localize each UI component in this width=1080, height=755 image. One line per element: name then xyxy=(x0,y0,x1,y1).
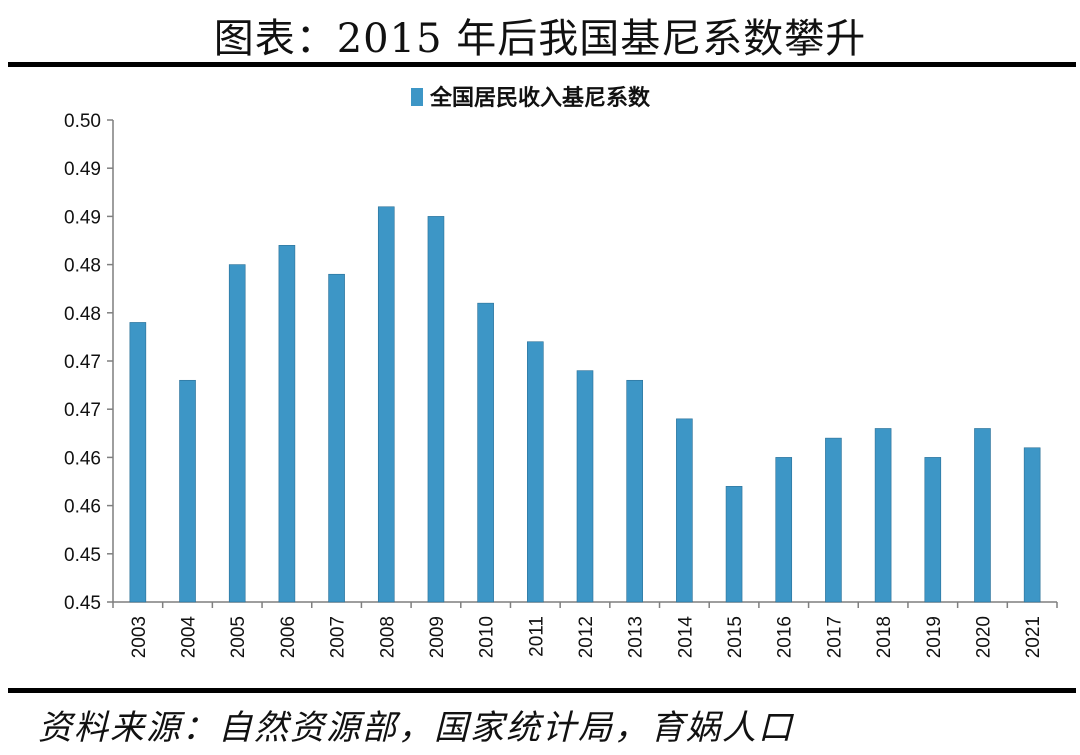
bar-2007 xyxy=(328,273,345,603)
bar-2012 xyxy=(576,370,594,603)
bar-2009 xyxy=(427,216,445,603)
bar-2017 xyxy=(825,437,842,603)
y-tick-label: 0.49 xyxy=(64,207,101,228)
x-tick-label-2004: 2004 xyxy=(179,616,200,659)
bar-2021 xyxy=(1023,447,1041,603)
legend-swatch xyxy=(411,88,423,106)
bar-2006 xyxy=(278,245,296,603)
x-tick-label-2015: 2015 xyxy=(725,616,746,658)
bar-2011 xyxy=(527,341,544,603)
x-tick-label-2008: 2008 xyxy=(377,616,398,658)
y-tick-label: 0.46 xyxy=(64,497,101,518)
bar-2008 xyxy=(377,206,395,603)
x-tick-label-2020: 2020 xyxy=(973,616,994,658)
y-tick-label: 0.48 xyxy=(64,304,101,325)
bar-2010 xyxy=(477,302,494,603)
y-tick-label: 0.45 xyxy=(64,545,101,566)
x-tick-label-2007: 2007 xyxy=(328,616,349,658)
x-tick-label-2005: 2005 xyxy=(228,616,249,658)
y-tick-label: 0.46 xyxy=(64,448,101,469)
x-tick-label-2010: 2010 xyxy=(477,616,498,658)
x-tick-label-2019: 2019 xyxy=(924,616,945,658)
x-tick-label-2009: 2009 xyxy=(427,616,448,658)
y-tick-label: 0.45 xyxy=(64,593,101,614)
bar-2019 xyxy=(924,457,942,603)
bar-chart: 全国居民收入基尼系数 0.450.450.460.460.470.470.480… xyxy=(64,85,1058,659)
x-tick-label-2018: 2018 xyxy=(874,616,895,658)
bar-2016 xyxy=(775,457,793,603)
bar-2020 xyxy=(974,428,991,603)
x-tick-label-2013: 2013 xyxy=(626,616,647,658)
x-tick-label-2003: 2003 xyxy=(129,616,150,658)
legend: 全国居民收入基尼系数 xyxy=(411,85,651,111)
bar-2004 xyxy=(179,379,196,603)
bar-2013 xyxy=(626,379,643,603)
y-tick-label: 0.47 xyxy=(64,352,101,373)
x-tick-label-2006: 2006 xyxy=(278,616,299,658)
source-note: 资料来源：自然资源部，国家统计局，育娲人口 xyxy=(38,708,794,748)
x-tick-label-2016: 2016 xyxy=(775,616,796,658)
y-tick-label: 0.48 xyxy=(64,256,101,277)
bar-2005 xyxy=(228,264,246,603)
bar-2018 xyxy=(874,428,892,603)
bar-2014 xyxy=(676,418,693,603)
x-tick-label-2021: 2021 xyxy=(1023,616,1044,658)
x-tick-label-2012: 2012 xyxy=(576,616,597,658)
top-rule xyxy=(8,62,1076,67)
bar-2015 xyxy=(725,486,743,603)
x-tick-label-2017: 2017 xyxy=(824,616,845,658)
bar-2003 xyxy=(129,322,147,603)
y-axis: 0.45 0.45 0.46 0.46 0.47 0.47 0.48 0.48 0.49 0.49… xyxy=(64,111,114,614)
chart-title: 图表：2015 年后我国基尼系数攀升 xyxy=(213,16,867,62)
x-axis: 2003 2004 2005 2006 2007 2008 2009 2010 2011 2012… xyxy=(112,601,1058,659)
y-tick-label: 0.49 xyxy=(64,159,101,180)
legend-label: 全国居民收入基尼系数 xyxy=(429,85,651,111)
bottom-rule xyxy=(8,688,1076,693)
x-tick-label-2011: 2011 xyxy=(526,616,547,657)
y-tick-label: 0.47 xyxy=(64,400,101,421)
x-tick-label-2014: 2014 xyxy=(675,616,696,659)
y-tick-label: 0.50 xyxy=(64,111,101,132)
bars xyxy=(129,206,1041,603)
